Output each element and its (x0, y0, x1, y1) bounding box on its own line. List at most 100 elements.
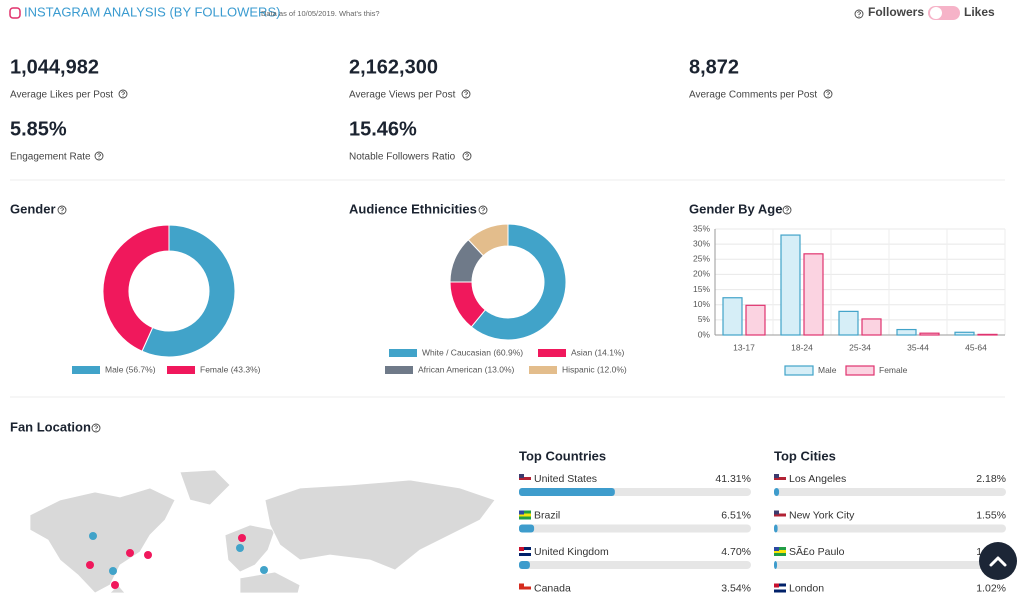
flag-part (774, 550, 786, 553)
section-title: Fan Location (10, 419, 91, 434)
data-note[interactable]: Data as of 10/05/2019. What's this? (261, 9, 380, 18)
bar (919, 332, 940, 336)
flag-part (519, 510, 524, 515)
stat-label: Average Views per Post (349, 90, 456, 101)
help-icon-mark (60, 207, 64, 211)
y-tick-label: 30% (693, 238, 710, 248)
legend-label: Asian (14.1%) (571, 347, 625, 357)
help-icon[interactable] (94, 151, 104, 161)
legend-label: Female (879, 365, 908, 375)
flag-part (519, 586, 531, 590)
legend-label: African American (13.0%) (418, 364, 515, 374)
stat-value: 15.46% (349, 118, 417, 140)
bar-track (519, 561, 751, 569)
help-icon[interactable] (478, 205, 488, 215)
flag-part (774, 474, 779, 478)
donut-slice (467, 223, 509, 257)
flag-part (774, 547, 779, 551)
world-map (29, 469, 496, 593)
legend-label: Male (818, 365, 837, 375)
help-icon-dot (858, 15, 860, 17)
bar (896, 328, 917, 336)
legend-swatch (529, 366, 557, 374)
help-icon-dot (95, 429, 97, 431)
bar (977, 333, 998, 336)
bar-track (774, 488, 1006, 496)
help-icon-mark (857, 11, 861, 15)
stat-value: 5.85% (10, 118, 67, 140)
legend-swatch (389, 349, 417, 357)
bar (774, 524, 778, 533)
list-name: London (789, 582, 824, 593)
bar (519, 524, 535, 533)
flag-part (774, 513, 786, 517)
bar (954, 331, 975, 336)
stat-value: 2,162,300 (349, 56, 438, 78)
help-icon-mark (785, 207, 789, 211)
bar (745, 304, 766, 336)
toggle-likes[interactable]: Likes (964, 5, 995, 19)
flag-part (774, 586, 786, 590)
legend-label: Hispanic (12.0%) (562, 364, 627, 374)
list-name: United Kingdom (534, 546, 609, 558)
flag-part (519, 583, 524, 588)
x-tick-label: 13-17 (733, 342, 755, 352)
list-name: Brazil (534, 509, 560, 521)
y-tick-label: 0% (698, 329, 711, 339)
help-icon-mark (94, 425, 98, 429)
help-icon[interactable] (462, 151, 472, 161)
bar (722, 297, 743, 336)
stat-label: Average Likes per Post (10, 90, 113, 101)
flag-part (774, 583, 779, 588)
toggle-followers[interactable]: Followers (868, 5, 924, 19)
list-name: Canada (534, 582, 571, 593)
help-icon-mark (465, 153, 469, 157)
bar (780, 234, 801, 336)
bar (774, 488, 780, 496)
list-name: SÃ£o Paulo (789, 545, 845, 558)
help-icon-mark (826, 91, 830, 95)
bar (519, 488, 615, 496)
list-title: Top Cities (774, 448, 836, 463)
flag-part (519, 474, 524, 478)
section-title: Audience Ethnicities (349, 201, 477, 216)
help-icon[interactable] (118, 89, 128, 99)
legend-label: White / Caucasian (60.9%) (422, 347, 523, 357)
help-icon-dot (482, 211, 484, 213)
list-value: 1.02% (976, 582, 1006, 593)
help-icon[interactable] (461, 89, 471, 99)
bar-track (774, 524, 1006, 533)
help-icon-mark (97, 153, 101, 157)
legend-swatch (784, 365, 814, 376)
list-value: 1.55% (976, 509, 1006, 521)
help-icon[interactable] (854, 9, 864, 19)
donut-slice (141, 224, 236, 358)
section-title: Gender (10, 201, 56, 216)
help-icon[interactable] (782, 205, 792, 215)
list-value: 6.51% (721, 509, 751, 521)
flag-part (519, 477, 531, 480)
flag-part (774, 477, 786, 480)
stat-label: Engagement Rate (10, 152, 91, 163)
help-icon[interactable] (823, 89, 833, 99)
stat-label: Notable Followers Ratio (349, 152, 456, 163)
x-tick-label: 25-34 (849, 342, 871, 352)
bar (838, 310, 859, 336)
flag-part (519, 547, 524, 551)
legend-swatch (72, 366, 100, 374)
list-name: United States (534, 473, 597, 485)
scroll-top-button[interactable] (979, 542, 1017, 580)
bar (774, 561, 778, 569)
flag-part (519, 550, 531, 553)
help-icon-dot (786, 211, 788, 213)
help-icon[interactable] (91, 423, 101, 433)
legend-swatch (845, 365, 875, 376)
x-tick-label: 35-44 (907, 342, 929, 352)
y-tick-label: 35% (693, 223, 710, 233)
bar-track (774, 561, 1006, 569)
page-title: INSTAGRAM ANALYSIS (BY FOLLOWERS) (24, 4, 280, 19)
flag-part (519, 513, 531, 517)
y-tick-label: 15% (693, 284, 710, 294)
bar (861, 318, 882, 336)
help-icon[interactable] (57, 205, 67, 215)
